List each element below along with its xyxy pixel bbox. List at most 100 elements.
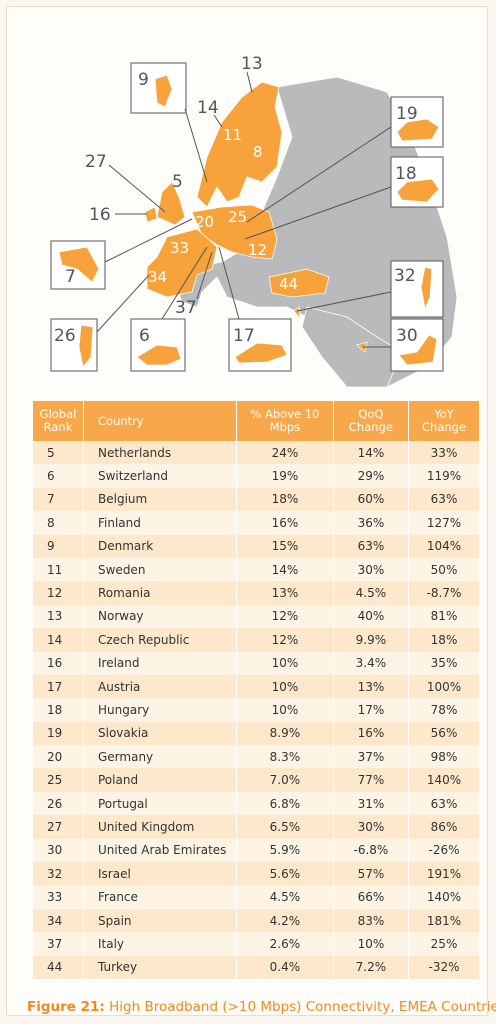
table-cell: 20 [33,745,84,769]
table-row: 11 Sweden 14% 30% 50% [33,557,479,582]
map-label: 33 [170,239,189,257]
table-row: 32 Israel 5.6% 57% 191% [33,862,479,886]
table-cell: 30 [33,838,84,863]
table-cell: 36% [332,511,409,535]
table-cell: 18% [408,628,479,652]
map-label: 16 [89,205,111,225]
table-row: 6 Switzerland 19% 29% 119% [33,464,479,488]
leader [296,291,392,312]
table-cell: 63% [408,487,479,512]
table-cell: 83% [332,908,409,933]
table-cell: 98% [408,745,479,769]
table-row: 44 Turkey 0.4% 7.2% -32% [33,955,479,979]
table-cell: 66% [332,885,409,909]
table-cell: 4.5% [236,885,334,909]
inset-shape [420,266,433,311]
table-cell: 86% [408,815,479,839]
map-label: 6 [139,326,150,346]
table-row: 13 Norway 12% 40% 81% [33,604,479,629]
uk [156,181,186,226]
table-cell: 29% [332,464,409,488]
table-cell: 32 [33,862,84,886]
table-cell: Spain [83,908,237,933]
table-cell: 35% [408,651,479,675]
table-cell: 16% [332,721,409,746]
israel [293,306,301,321]
header-row: Global Rank Country % Above 10 Mbps QoQ … [33,401,479,441]
figure: 13 9 14 11 8 19 27 5 18 16 20 25 7 33 12… [6,6,496,1016]
table-cell: 8 [33,511,84,535]
table-cell: 17 [33,674,84,699]
table-cell: 3.4% [332,651,409,675]
table-cell: 33% [408,441,479,465]
table-cell: 77% [332,768,409,792]
table-cell: Ireland [83,651,237,675]
table-cell: 63% [332,534,409,558]
table-cell: France [83,885,237,909]
table-cell: Slovakia [83,721,237,746]
table-cell: 8.3% [236,745,334,769]
table-body: 5 Netherlands 24% 14% 33% 6 Switzerland 19% 29% 1… [33,441,479,979]
inset-box [390,260,444,318]
table-row: 16 Ireland 10% 3.4% 35% [33,651,479,675]
table-cell: 100% [408,674,479,699]
header-cell: % Above 10 Mbps [236,401,334,441]
scandinavia [196,81,283,208]
inset-shape [78,324,94,368]
map-label: 7 [65,267,76,287]
land [301,306,403,388]
table-row: 12 Romania 13% 4.5% -8.7% [33,581,479,605]
map-label: 34 [148,268,167,286]
table-cell: Czech Republic [83,628,237,652]
table-cell: Switzerland [83,464,237,488]
map-label: 19 [396,104,418,124]
table-cell: 10% [236,674,334,699]
table-cell: 11 [33,557,84,582]
map-label: 27 [85,152,107,172]
inset-shape [396,178,440,203]
table-cell: 16% [236,511,334,535]
table-cell: 7.2% [332,955,409,979]
table-cell: Finland [83,511,237,535]
table-row: 9 Denmark 15% 63% 104% [33,534,479,558]
table-cell: Norway [83,604,237,629]
table-cell: 27 [33,815,84,839]
table-row: 20 Germany 8.3% 37% 98% [33,745,479,769]
header-cell: Country [83,401,237,441]
inset-shape [396,118,440,142]
map-label: 5 [172,172,183,192]
table-cell: 7.0% [236,768,334,792]
leader [246,126,392,223]
table-cell: 34 [33,908,84,933]
table-cell: 44 [33,955,84,979]
map-label: 30 [396,326,418,346]
table-cell: 104% [408,534,479,558]
table-cell: 10% [332,932,409,956]
caption-text: High Broadband (>10 Mbps) Connectivity, … [104,999,496,1015]
map-label: 32 [394,266,416,286]
table-row: 17 Austria 10% 13% 100% [33,674,479,699]
map-label: 8 [253,143,263,161]
leader [246,71,253,93]
table-cell: 19% [236,464,334,488]
table-cell: 10% [236,698,334,722]
table-cell: 13 [33,604,84,629]
central [191,204,278,260]
table-cell: 24% [236,441,334,465]
inset-shape [234,342,288,364]
table-cell: 191% [408,862,479,886]
leader [184,108,208,183]
table-row: 34 Spain 4.2% 83% 181% [33,908,479,933]
table-cell: United Arab Emirates [83,838,237,863]
table-cell: Belgium [83,487,237,512]
inset-shape [136,344,182,366]
table-cell: Portugal [83,791,237,816]
table-cell: 13% [236,581,334,605]
map-label: 12 [248,241,267,259]
table-cell: 40% [332,604,409,629]
header-cell: QoQ Change [332,401,409,441]
table-cell: Germany [83,745,237,769]
leader [161,246,208,320]
table-cell: 81% [408,604,479,629]
table-cell: 2.6% [236,932,334,956]
